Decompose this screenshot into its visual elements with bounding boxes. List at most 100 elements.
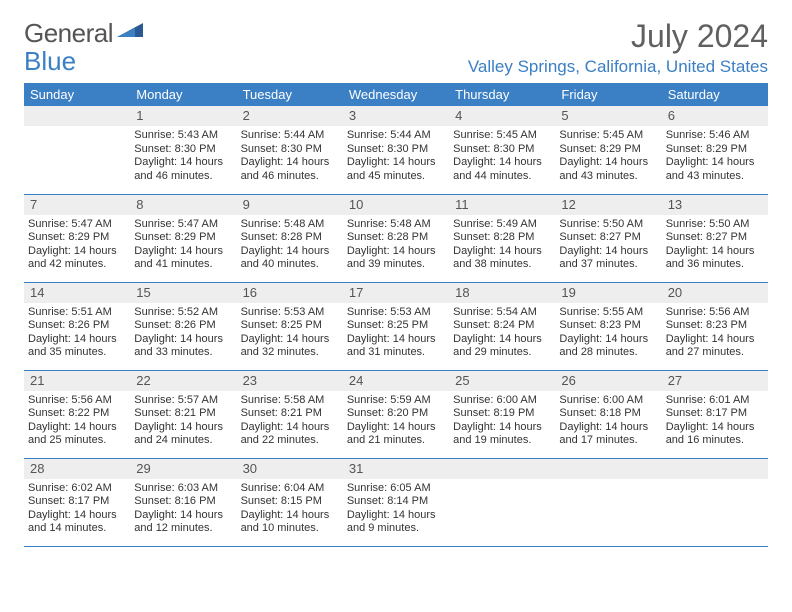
day-sunset-text: Sunset: 8:30 PM bbox=[347, 143, 445, 157]
day-sunrise-text: Sunrise: 6:04 AM bbox=[241, 482, 339, 496]
day-details: Sunrise: 5:56 AMSunset: 8:23 PMDaylight:… bbox=[662, 303, 768, 364]
logo-text-general: General bbox=[24, 18, 113, 49]
title-block: July 2024 Valley Springs, California, Un… bbox=[468, 18, 768, 77]
day-sunrise-text: Sunrise: 5:46 AM bbox=[666, 129, 764, 143]
calendar-day-cell: 31Sunrise: 6:05 AMSunset: 8:14 PMDayligh… bbox=[343, 458, 449, 546]
day-sunrise-text: Sunrise: 5:51 AM bbox=[28, 306, 126, 320]
day-day2-text: and 9 minutes. bbox=[347, 522, 445, 536]
day-sunrise-text: Sunrise: 5:49 AM bbox=[453, 218, 551, 232]
day-day1-text: Daylight: 14 hours bbox=[453, 421, 551, 435]
day-sunset-text: Sunset: 8:26 PM bbox=[134, 319, 232, 333]
day-sunrise-text: Sunrise: 5:45 AM bbox=[453, 129, 551, 143]
day-day2-text: and 38 minutes. bbox=[453, 258, 551, 272]
calendar-day-cell: 27Sunrise: 6:01 AMSunset: 8:17 PMDayligh… bbox=[662, 370, 768, 458]
calendar-day-cell: 18Sunrise: 5:54 AMSunset: 8:24 PMDayligh… bbox=[449, 282, 555, 370]
day-sunrise-text: Sunrise: 5:53 AM bbox=[347, 306, 445, 320]
day-number: 15 bbox=[130, 283, 236, 303]
calendar-day-cell: 20Sunrise: 5:56 AMSunset: 8:23 PMDayligh… bbox=[662, 282, 768, 370]
day-day2-text: and 29 minutes. bbox=[453, 346, 551, 360]
day-number: 29 bbox=[130, 459, 236, 479]
calendar-day-cell: 3Sunrise: 5:44 AMSunset: 8:30 PMDaylight… bbox=[343, 106, 449, 194]
day-number: 2 bbox=[237, 106, 343, 126]
calendar-day-cell: 15Sunrise: 5:52 AMSunset: 8:26 PMDayligh… bbox=[130, 282, 236, 370]
day-sunset-text: Sunset: 8:30 PM bbox=[241, 143, 339, 157]
calendar-day-cell: 11Sunrise: 5:49 AMSunset: 8:28 PMDayligh… bbox=[449, 194, 555, 282]
day-sunrise-text: Sunrise: 6:00 AM bbox=[453, 394, 551, 408]
day-sunset-text: Sunset: 8:17 PM bbox=[28, 495, 126, 509]
day-sunset-text: Sunset: 8:30 PM bbox=[134, 143, 232, 157]
calendar-day-cell: 21Sunrise: 5:56 AMSunset: 8:22 PMDayligh… bbox=[24, 370, 130, 458]
day-day1-text: Daylight: 14 hours bbox=[28, 333, 126, 347]
day-sunrise-text: Sunrise: 6:02 AM bbox=[28, 482, 126, 496]
day-details: Sunrise: 5:53 AMSunset: 8:25 PMDaylight:… bbox=[343, 303, 449, 364]
day-number: 19 bbox=[555, 283, 661, 303]
day-details: Sunrise: 5:45 AMSunset: 8:29 PMDaylight:… bbox=[555, 126, 661, 187]
day-day2-text: and 12 minutes. bbox=[134, 522, 232, 536]
day-day2-text: and 31 minutes. bbox=[347, 346, 445, 360]
day-day2-text: and 25 minutes. bbox=[28, 434, 126, 448]
day-day1-text: Daylight: 14 hours bbox=[666, 333, 764, 347]
day-number: 8 bbox=[130, 195, 236, 215]
day-details: Sunrise: 5:51 AMSunset: 8:26 PMDaylight:… bbox=[24, 303, 130, 364]
day-sunset-text: Sunset: 8:29 PM bbox=[666, 143, 764, 157]
day-day1-text: Daylight: 14 hours bbox=[134, 245, 232, 259]
calendar-day-cell: 25Sunrise: 6:00 AMSunset: 8:19 PMDayligh… bbox=[449, 370, 555, 458]
calendar-day-cell: 1Sunrise: 5:43 AMSunset: 8:30 PMDaylight… bbox=[130, 106, 236, 194]
logo: General bbox=[24, 18, 145, 49]
day-day1-text: Daylight: 14 hours bbox=[134, 421, 232, 435]
weekday-header: Sunday bbox=[24, 83, 130, 106]
day-day1-text: Daylight: 14 hours bbox=[134, 509, 232, 523]
day-day1-text: Daylight: 14 hours bbox=[241, 156, 339, 170]
day-sunset-text: Sunset: 8:28 PM bbox=[347, 231, 445, 245]
day-day2-text: and 39 minutes. bbox=[347, 258, 445, 272]
day-sunrise-text: Sunrise: 6:03 AM bbox=[134, 482, 232, 496]
day-details: Sunrise: 6:00 AMSunset: 8:19 PMDaylight:… bbox=[449, 391, 555, 452]
day-day1-text: Daylight: 14 hours bbox=[559, 333, 657, 347]
day-number bbox=[449, 459, 555, 479]
calendar-week-row: 7Sunrise: 5:47 AMSunset: 8:29 PMDaylight… bbox=[24, 194, 768, 282]
day-sunrise-text: Sunrise: 6:00 AM bbox=[559, 394, 657, 408]
day-day1-text: Daylight: 14 hours bbox=[241, 509, 339, 523]
day-sunrise-text: Sunrise: 5:56 AM bbox=[28, 394, 126, 408]
day-sunset-text: Sunset: 8:18 PM bbox=[559, 407, 657, 421]
day-sunrise-text: Sunrise: 5:57 AM bbox=[134, 394, 232, 408]
day-number: 4 bbox=[449, 106, 555, 126]
day-number: 20 bbox=[662, 283, 768, 303]
day-day1-text: Daylight: 14 hours bbox=[559, 421, 657, 435]
calendar-day-cell: 23Sunrise: 5:58 AMSunset: 8:21 PMDayligh… bbox=[237, 370, 343, 458]
day-sunrise-text: Sunrise: 5:48 AM bbox=[347, 218, 445, 232]
day-day2-text: and 19 minutes. bbox=[453, 434, 551, 448]
day-day2-text: and 43 minutes. bbox=[559, 170, 657, 184]
day-sunrise-text: Sunrise: 5:44 AM bbox=[241, 129, 339, 143]
day-sunset-text: Sunset: 8:24 PM bbox=[453, 319, 551, 333]
day-number: 25 bbox=[449, 371, 555, 391]
weekday-header: Saturday bbox=[662, 83, 768, 106]
day-sunrise-text: Sunrise: 5:50 AM bbox=[666, 218, 764, 232]
day-sunrise-text: Sunrise: 6:01 AM bbox=[666, 394, 764, 408]
day-number: 11 bbox=[449, 195, 555, 215]
day-number bbox=[24, 106, 130, 126]
day-day2-text: and 46 minutes. bbox=[134, 170, 232, 184]
day-day1-text: Daylight: 14 hours bbox=[347, 245, 445, 259]
day-details: Sunrise: 5:48 AMSunset: 8:28 PMDaylight:… bbox=[343, 215, 449, 276]
day-day1-text: Daylight: 14 hours bbox=[134, 333, 232, 347]
day-sunrise-text: Sunrise: 5:56 AM bbox=[666, 306, 764, 320]
day-number: 13 bbox=[662, 195, 768, 215]
day-day1-text: Daylight: 14 hours bbox=[241, 421, 339, 435]
day-details: Sunrise: 5:49 AMSunset: 8:28 PMDaylight:… bbox=[449, 215, 555, 276]
calendar-day-cell: 12Sunrise: 5:50 AMSunset: 8:27 PMDayligh… bbox=[555, 194, 661, 282]
calendar-empty-cell bbox=[24, 106, 130, 194]
day-number: 16 bbox=[237, 283, 343, 303]
day-sunset-text: Sunset: 8:26 PM bbox=[28, 319, 126, 333]
calendar-day-cell: 9Sunrise: 5:48 AMSunset: 8:28 PMDaylight… bbox=[237, 194, 343, 282]
day-number: 10 bbox=[343, 195, 449, 215]
day-sunrise-text: Sunrise: 5:59 AM bbox=[347, 394, 445, 408]
day-details: Sunrise: 6:00 AMSunset: 8:18 PMDaylight:… bbox=[555, 391, 661, 452]
day-sunset-text: Sunset: 8:28 PM bbox=[453, 231, 551, 245]
day-sunrise-text: Sunrise: 5:50 AM bbox=[559, 218, 657, 232]
month-title: July 2024 bbox=[468, 18, 768, 55]
day-sunrise-text: Sunrise: 5:47 AM bbox=[28, 218, 126, 232]
day-day2-text: and 28 minutes. bbox=[559, 346, 657, 360]
day-number: 27 bbox=[662, 371, 768, 391]
day-details: Sunrise: 6:02 AMSunset: 8:17 PMDaylight:… bbox=[24, 479, 130, 540]
